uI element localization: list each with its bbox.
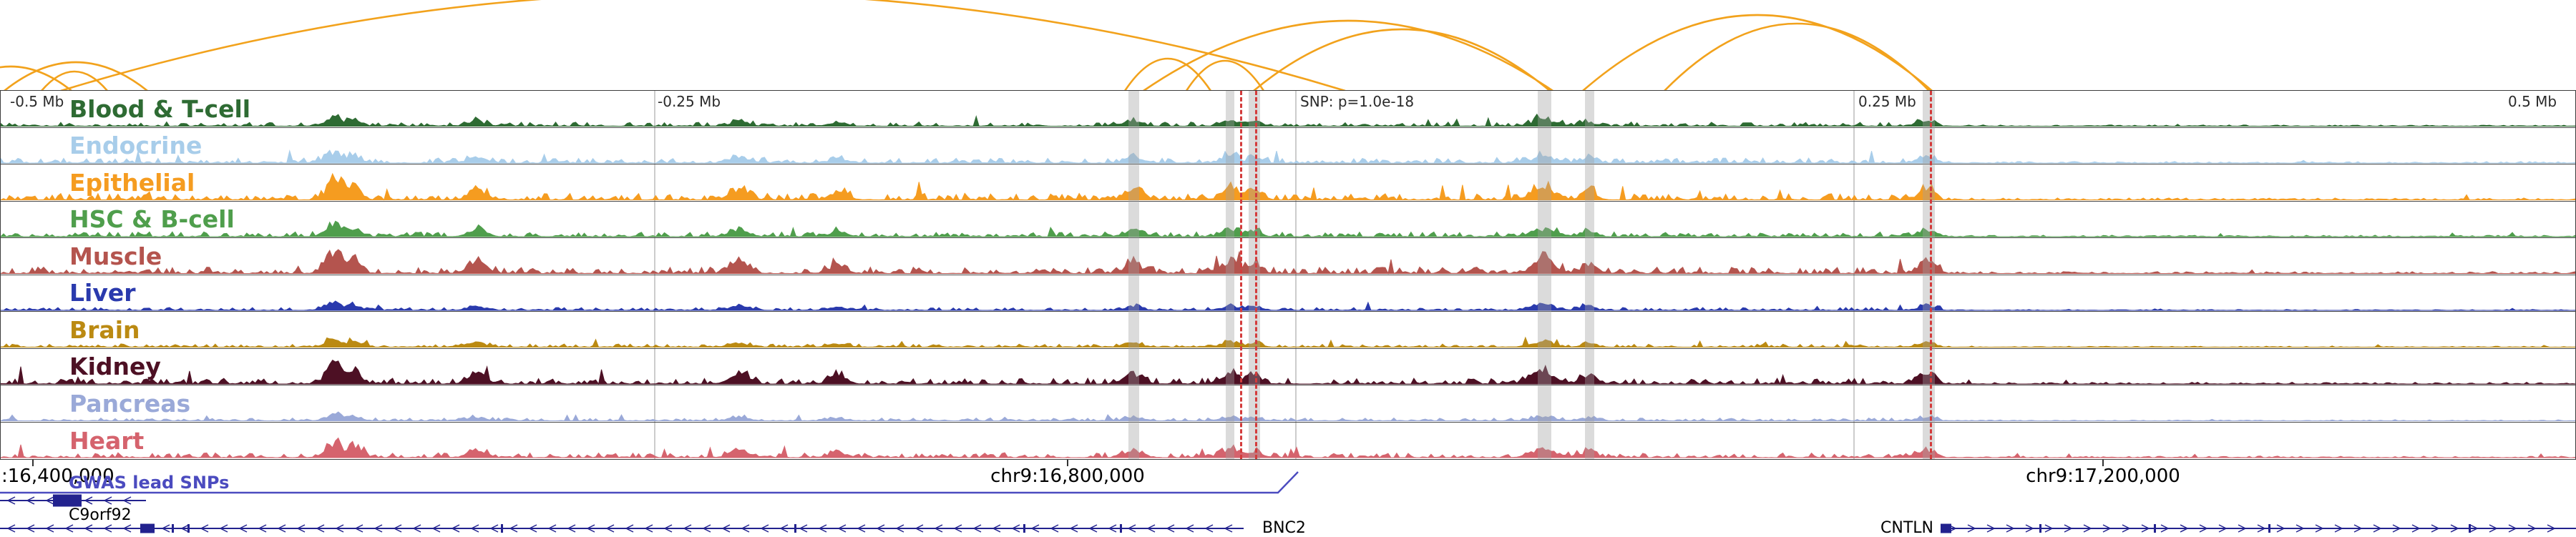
gene-label-bnc2: BNC2 xyxy=(1262,519,1306,537)
track-rows: Blood & T-cell Endocrine Epithelial HSC … xyxy=(1,91,2575,459)
track-row: Kidney xyxy=(1,349,2575,385)
track-label-endocrine: Endocrine xyxy=(69,132,203,160)
chromatin-interaction-arcs xyxy=(0,0,1933,91)
highlight-band xyxy=(1226,91,1234,459)
coordinate-label-right: chr9:17,200,000 xyxy=(2026,465,2180,487)
track-row: Heart xyxy=(1,423,2575,460)
highlight-band xyxy=(1128,91,1139,459)
gridlines-layer xyxy=(1,91,2575,459)
snp-annotation: SNP: p=1.0e-18 xyxy=(1300,93,1415,110)
gene-exon xyxy=(140,523,155,533)
gene-strand-arrows xyxy=(1948,524,2556,533)
snp-line xyxy=(1240,91,1242,459)
gene-exon-tick xyxy=(2469,524,2471,533)
track-row: Liver xyxy=(1,275,2575,312)
gene-exon xyxy=(1941,523,1951,533)
interaction-arc-path xyxy=(0,0,1933,91)
track-row: Pancreas xyxy=(1,385,2575,423)
gwas-connector-line xyxy=(0,471,1299,494)
gene-exon-tick xyxy=(2154,524,2156,533)
track-label-pancreas: Pancreas xyxy=(69,389,191,418)
gridline xyxy=(1295,91,1297,459)
gene-exon-tick xyxy=(2039,524,2041,533)
track-label-muscle: Muscle xyxy=(69,242,162,270)
snp-line xyxy=(1930,91,1932,459)
track-row: Blood & T-cell xyxy=(1,91,2575,128)
track-label-brain: Brain xyxy=(69,315,140,344)
track-row: Epithelial xyxy=(1,164,2575,202)
ruler-tick-0-5mb: 0.5 Mb xyxy=(2508,93,2557,110)
track-label-epithelial: Epithelial xyxy=(69,168,195,197)
highlight-band xyxy=(1538,91,1551,459)
gridline xyxy=(654,91,655,459)
ruler-tick-neg-0-25mb: -0.25 Mb xyxy=(658,93,721,110)
gene-exon xyxy=(53,494,82,507)
snp-lines-layer xyxy=(1,91,2575,459)
gridline xyxy=(1853,91,1855,459)
gene-exon-tick xyxy=(1023,524,1025,533)
signal-tracks-panel: Blood & T-cell Endocrine Epithelial HSC … xyxy=(0,90,2576,460)
gene-annotation-layer xyxy=(0,460,2576,533)
coordinate-label-left: :16,400,000 xyxy=(1,465,114,487)
highlight-band xyxy=(1585,91,1594,459)
track-row: HSC & B-cell xyxy=(1,202,2575,238)
highlight-band xyxy=(1249,91,1260,459)
gene-exon-tick xyxy=(794,524,796,533)
gene-exon-tick xyxy=(501,524,503,533)
track-row: Brain xyxy=(1,312,2575,349)
gene-label-c9orf92: C9orf92 xyxy=(69,506,132,524)
gene-exon-tick xyxy=(172,524,174,533)
gene-exon-tick xyxy=(187,524,190,533)
track-row: Muscle xyxy=(1,238,2575,275)
gene-exon-tick xyxy=(2268,524,2270,533)
track-label-liver: Liver xyxy=(69,279,136,307)
gwas-lead-snps-label: GWAS lead SNPs xyxy=(69,473,230,493)
snp-line xyxy=(1255,91,1257,459)
ruler-tick-0-25mb: 0.25 Mb xyxy=(1858,93,1916,110)
track-label-blood-t-cell: Blood & T-cell xyxy=(69,94,251,123)
coordinate-label-center: chr9:16,800,000 xyxy=(990,465,1145,487)
track-label-heart: Heart xyxy=(69,426,145,455)
gene-label-cntln: CNTLN xyxy=(1880,519,1933,537)
track-row: Endocrine xyxy=(1,128,2575,164)
ruler-tick-neg-0-5mb: -0.5 Mb xyxy=(10,93,64,110)
gene-exon-tick xyxy=(1120,524,1122,533)
track-label-kidney: Kidney xyxy=(69,353,161,381)
track-label-hsc-b-cell: HSC & B-cell xyxy=(69,205,235,234)
